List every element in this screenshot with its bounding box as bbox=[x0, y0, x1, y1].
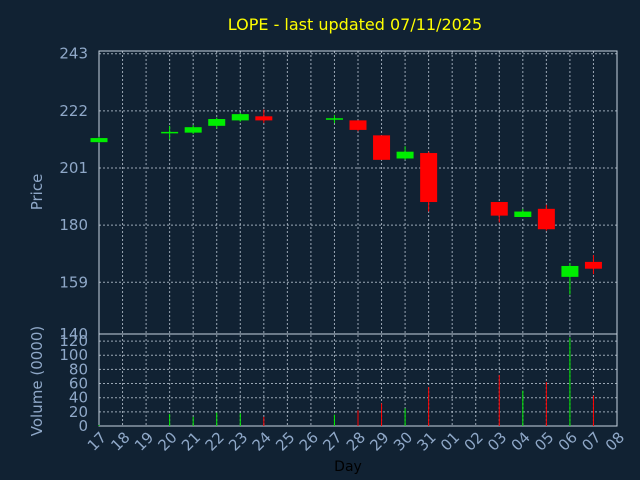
price-tick-label: 159 bbox=[59, 273, 88, 291]
price-tick-labels: 140 159 180 201 222 243 bbox=[59, 45, 88, 343]
volume-tick-label: 40 bbox=[69, 389, 88, 407]
chart-title: LOPE - last updated 07/11/2025 bbox=[228, 15, 482, 34]
volume-tick-label: 120 bbox=[59, 332, 88, 350]
volume-tick-label: 20 bbox=[69, 403, 88, 421]
candle-body bbox=[90, 138, 108, 143]
price-tick-label: 180 bbox=[59, 216, 88, 234]
x-tick-label: 01 bbox=[437, 428, 463, 454]
candle-body bbox=[208, 119, 226, 126]
x-tick-label: 23 bbox=[225, 428, 251, 454]
x-tick-label: 30 bbox=[390, 428, 416, 454]
candle-body bbox=[349, 120, 367, 130]
candle-body bbox=[514, 211, 532, 217]
price-axis-label: Price bbox=[28, 174, 46, 211]
x-gridlines bbox=[122, 51, 594, 426]
price-candles bbox=[90, 109, 602, 295]
x-tick-labels: 1718192021222324252627282930310102030405… bbox=[84, 428, 628, 454]
x-tick-label: 28 bbox=[343, 428, 369, 454]
x-tick-label: 20 bbox=[154, 428, 180, 454]
candle-body bbox=[420, 153, 438, 203]
candle-body bbox=[584, 261, 602, 269]
candle-body bbox=[184, 127, 202, 133]
candle-body bbox=[255, 116, 273, 121]
x-tick-label: 27 bbox=[319, 428, 345, 454]
x-tick-label: 04 bbox=[508, 428, 534, 454]
x-tick-label: 29 bbox=[366, 428, 392, 454]
candle-body bbox=[490, 202, 508, 216]
x-tick-label: 03 bbox=[484, 428, 510, 454]
volume-tick-label: 100 bbox=[59, 346, 88, 364]
candle-body bbox=[231, 114, 249, 121]
x-tick-label: 02 bbox=[461, 428, 487, 454]
volume-tick-label: 0 bbox=[78, 417, 88, 435]
x-tick-label: 31 bbox=[413, 428, 439, 454]
x-tick-label: 06 bbox=[555, 428, 581, 454]
x-tick-label: 26 bbox=[296, 428, 322, 454]
volume-tick-label: 60 bbox=[69, 375, 88, 393]
volume-axis-label: Volume (0000) bbox=[28, 326, 46, 436]
x-axis-label: Day bbox=[334, 459, 362, 475]
price-tick-label: 201 bbox=[59, 159, 88, 177]
candle-body bbox=[561, 265, 579, 277]
price-tick-label: 243 bbox=[59, 45, 88, 63]
x-tick-label: 21 bbox=[178, 428, 204, 454]
price-tick-label: 222 bbox=[59, 102, 88, 120]
x-tick-label: 07 bbox=[578, 428, 604, 454]
x-tick-label: 22 bbox=[202, 428, 228, 454]
candle-body bbox=[396, 151, 414, 159]
candle-body bbox=[373, 135, 391, 160]
x-tick-label: 19 bbox=[131, 428, 157, 454]
volume-bars bbox=[98, 337, 594, 426]
candle-body bbox=[537, 208, 555, 230]
price-tick-label: 140 bbox=[59, 325, 88, 343]
volume-tick-label: 80 bbox=[69, 360, 88, 378]
x-tick-label: 24 bbox=[249, 428, 275, 454]
x-tick-label: 18 bbox=[107, 428, 133, 454]
x-tick-label: 05 bbox=[531, 428, 557, 454]
x-tick-label: 25 bbox=[272, 428, 298, 454]
x-tick-label: 08 bbox=[602, 428, 628, 454]
